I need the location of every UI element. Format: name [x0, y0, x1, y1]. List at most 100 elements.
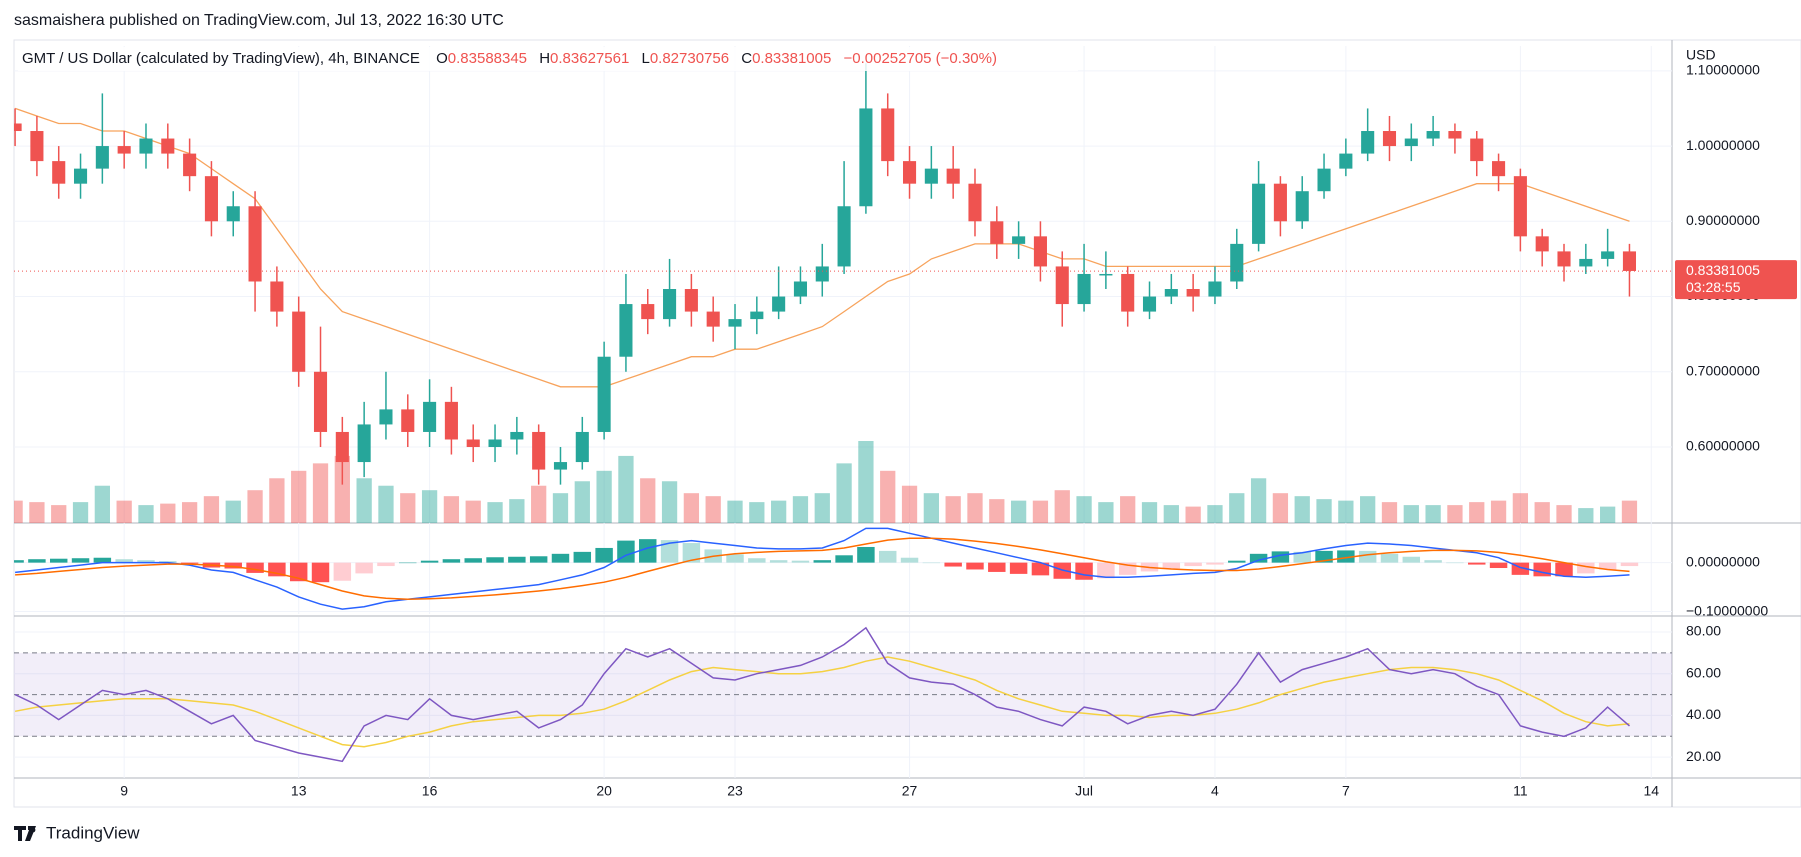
volume-bar: [552, 493, 569, 523]
candle-body: [553, 462, 568, 470]
volume-bar: [1469, 502, 1485, 523]
volume-bar: [94, 485, 110, 523]
volume-bar: [1534, 502, 1550, 523]
volume-bar: [378, 485, 394, 523]
volume-bar: [1141, 502, 1158, 523]
candle-body: [1426, 131, 1440, 139]
ohlc-value: 0.83588345: [448, 50, 527, 67]
volume-bar: [596, 470, 612, 523]
ohlc-label: L: [641, 50, 649, 67]
volume-bar: [1360, 496, 1376, 523]
histogram-bar: [595, 547, 613, 563]
histogram-bar: [1271, 551, 1290, 563]
histogram-bar: [115, 559, 133, 563]
candle-body: [204, 176, 218, 222]
volume-bar: [858, 441, 874, 523]
volume-bar: [138, 505, 154, 523]
candle-body: [772, 296, 786, 312]
histogram-bar: [1009, 562, 1028, 574]
volume-bar: [880, 470, 896, 523]
histogram-bar: [1358, 550, 1377, 563]
volume-bar: [989, 499, 1005, 523]
volume-bar: [1512, 493, 1529, 523]
candle-body: [73, 168, 88, 184]
candle-body: [859, 108, 873, 207]
histogram-bar: [639, 539, 657, 563]
histogram-bar: [28, 559, 46, 563]
y-tick-label: 0.00000000: [1686, 553, 1760, 569]
histogram-bar: [1446, 562, 1464, 564]
volume-bar: [1447, 505, 1463, 523]
volume-bar: [312, 463, 329, 523]
candle-body: [1557, 251, 1571, 267]
candle-body: [532, 431, 546, 470]
candle-body: [313, 371, 328, 432]
histogram-bar: [377, 562, 395, 567]
histogram-bar: [180, 562, 199, 564]
histogram-bar: [137, 560, 155, 563]
histogram-bar: [748, 558, 766, 563]
legend: GMT / US Dollar (calculated by TradingVi…: [18, 47, 1078, 71]
volume-bar: [683, 493, 700, 523]
histogram-bar: [486, 557, 504, 563]
candle-body: [379, 409, 393, 425]
volume-bar: [836, 463, 852, 523]
volume-bar: [574, 481, 590, 523]
candle-body: [1012, 236, 1026, 244]
logo-dot: [30, 827, 36, 833]
candle-body: [793, 281, 808, 297]
candle-body: [1317, 168, 1331, 192]
histogram-bar: [726, 554, 744, 563]
volume-bar: [116, 500, 132, 523]
histogram-bar: [988, 562, 1006, 572]
symbol: GMT / US Dollar (calculated by TradingVi…: [22, 50, 420, 67]
histogram-bar: [420, 560, 439, 563]
y-tick-label: 0.70000000: [1686, 362, 1760, 378]
histogram-bar: [878, 550, 897, 563]
volume-bar: [1098, 502, 1114, 523]
candle-body: [597, 356, 611, 432]
histogram-bar: [508, 556, 526, 563]
plot-layer: [14, 46, 1672, 778]
indicator-line: [14, 626, 1630, 763]
volume-bar: [1381, 502, 1398, 523]
candle-body: [575, 431, 589, 463]
histogram-bar: [529, 556, 548, 563]
volume-bar: [29, 502, 45, 523]
volume-bar: [443, 496, 460, 523]
volume-bar: [1403, 505, 1419, 523]
volume-bar: [1010, 500, 1027, 523]
candle-body: [1579, 258, 1593, 267]
histogram-bar: [1598, 562, 1617, 570]
indicator-line: [14, 107, 1630, 388]
candle-body: [924, 168, 938, 184]
volume-bar: [618, 455, 634, 523]
candle-body: [1077, 273, 1091, 305]
candle-body: [226, 206, 240, 222]
candle-body: [1513, 176, 1527, 237]
volume-bar: [225, 500, 241, 523]
candle-body: [684, 289, 698, 312]
candle-body: [1033, 236, 1047, 267]
histogram-bar: [682, 543, 701, 563]
histogram-bar: [464, 558, 482, 563]
y-tick-label: 20.00: [1686, 748, 1721, 764]
volume-bar: [14, 500, 23, 523]
frame: [13, 39, 1801, 808]
x-tick-label: 23: [727, 783, 743, 799]
countdown-label: 03:28:55: [1686, 279, 1741, 295]
candle-body: [183, 153, 197, 177]
logo-mark: [14, 826, 36, 841]
histogram-bar: [1424, 560, 1442, 563]
volume-bar: [901, 485, 918, 523]
candle-body: [161, 138, 175, 154]
volume-bar: [1272, 493, 1289, 523]
volume-bar: [1163, 505, 1179, 523]
histogram-bar: [1402, 556, 1421, 563]
volume-bar: [771, 500, 787, 523]
candle-body: [248, 206, 262, 282]
ohlc-value: 0.83381005: [752, 50, 831, 67]
volume-bar: [51, 505, 67, 523]
volume-bar: [1120, 496, 1136, 523]
